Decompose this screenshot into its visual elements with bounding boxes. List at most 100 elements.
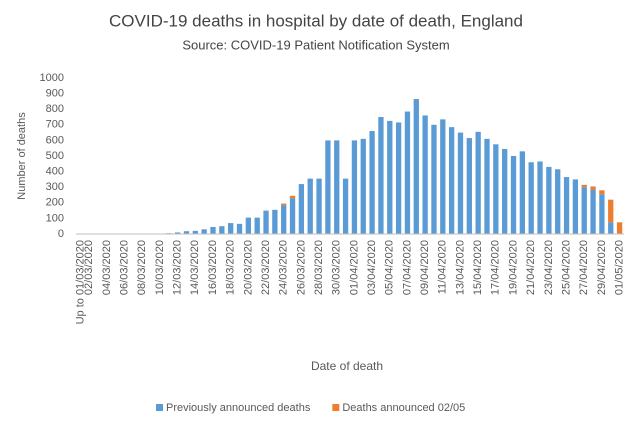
bar-segment bbox=[502, 148, 508, 234]
bar-segment bbox=[245, 217, 252, 234]
bar-segment bbox=[316, 178, 322, 234]
x-tick-label: 30/03/2020 bbox=[331, 240, 343, 295]
bar-segment bbox=[581, 184, 587, 188]
bar-segment bbox=[431, 124, 437, 234]
bar-segment bbox=[457, 132, 464, 234]
x-tick-label: 18/03/2020 bbox=[225, 240, 237, 295]
y-tick-label: 100 bbox=[46, 212, 64, 224]
bar-segment bbox=[528, 162, 534, 234]
bar-segment bbox=[616, 222, 623, 234]
x-tick-label: 14/03/2020 bbox=[189, 240, 201, 295]
bar-segment bbox=[334, 140, 340, 234]
legend-swatch bbox=[156, 404, 163, 411]
legend-label: Previously announced deaths bbox=[166, 402, 311, 414]
bar-segment bbox=[572, 179, 579, 234]
x-tick-label: 11/04/2020 bbox=[437, 240, 449, 294]
x-tick-label: 03/04/2020 bbox=[366, 240, 378, 295]
y-tick-label: 0 bbox=[58, 228, 64, 240]
y-tick-label: 1000 bbox=[40, 72, 64, 84]
bar-segment bbox=[484, 138, 490, 234]
x-tick-label: 05/04/2020 bbox=[384, 240, 396, 295]
bar-segment bbox=[192, 230, 198, 234]
bar-segment bbox=[378, 117, 384, 234]
bar-segment bbox=[466, 138, 472, 234]
bar-segment bbox=[369, 131, 375, 234]
bar-segment bbox=[510, 156, 517, 234]
x-tick-label: 07/04/2020 bbox=[401, 240, 413, 295]
x-tick-label: 06/03/2020 bbox=[119, 240, 131, 295]
bar-segment bbox=[228, 223, 234, 234]
bar-segment bbox=[281, 203, 287, 206]
y-tick-label: 600 bbox=[46, 134, 64, 146]
x-tick-label: 24/03/2020 bbox=[278, 240, 290, 295]
x-tick-label: 01/04/2020 bbox=[348, 240, 360, 295]
bar-segment bbox=[581, 187, 587, 234]
bar-segment bbox=[590, 189, 596, 234]
x-tick-label: 10/03/2020 bbox=[154, 240, 166, 295]
bar-segment bbox=[387, 120, 393, 234]
chart-subtitle: Source: COVID-19 Patient Notification Sy… bbox=[182, 37, 449, 52]
x-tick-label: 27/04/2020 bbox=[578, 240, 590, 295]
bar-segment bbox=[183, 231, 190, 234]
y-tick-label: 800 bbox=[46, 103, 64, 115]
x-tick-label: 26/03/2020 bbox=[295, 240, 307, 295]
x-tick-label: 22/03/2020 bbox=[260, 240, 272, 295]
chart-title: COVID-19 deaths in hospital by date of d… bbox=[109, 11, 523, 30]
x-tick-label: 13/04/2020 bbox=[454, 240, 466, 295]
bar-segment bbox=[289, 195, 296, 199]
bar-segment bbox=[174, 232, 181, 234]
bar-segment bbox=[475, 131, 481, 234]
legend-label: Deaths announced 02/05 bbox=[342, 402, 465, 414]
bar-segment bbox=[422, 115, 428, 234]
bar-segment bbox=[599, 194, 605, 234]
bar-segment bbox=[537, 161, 543, 234]
bar-segment bbox=[289, 198, 296, 234]
bar-segment bbox=[404, 111, 411, 234]
bar-segment bbox=[307, 178, 313, 234]
x-tick-label: 01/05/2020 bbox=[613, 240, 625, 295]
x-axis-label: Date of death bbox=[311, 359, 383, 373]
bar-segment bbox=[272, 209, 278, 234]
bar-segment bbox=[201, 229, 207, 234]
x-tick-label: 04/03/2020 bbox=[101, 240, 113, 295]
bar-segment bbox=[325, 140, 331, 234]
x-tick-label: 08/03/2020 bbox=[136, 240, 148, 295]
x-tick-label: 25/04/2020 bbox=[560, 240, 572, 295]
bar-segment bbox=[519, 151, 526, 234]
bar-segment bbox=[263, 210, 269, 234]
bar-segment bbox=[608, 222, 614, 234]
bar-segment bbox=[440, 119, 446, 234]
x-tick-label: 28/03/2020 bbox=[313, 240, 325, 295]
bar-segment bbox=[236, 223, 243, 234]
bar-segment bbox=[599, 190, 605, 195]
x-tick-label: 02/03/2020 bbox=[83, 240, 95, 295]
x-tick-label: 23/04/2020 bbox=[543, 240, 555, 295]
x-tick-label: 15/04/2020 bbox=[472, 240, 484, 295]
x-tick-label: 17/04/2020 bbox=[490, 240, 502, 295]
bar-segment bbox=[360, 138, 366, 234]
bar-segment bbox=[546, 166, 552, 234]
x-tick-label: 12/03/2020 bbox=[172, 240, 184, 295]
x-tick-label: 21/04/2020 bbox=[525, 240, 537, 295]
bar-segment bbox=[351, 140, 358, 234]
y-tick-label: 900 bbox=[46, 88, 64, 100]
bar-segment bbox=[608, 199, 614, 223]
y-tick-label: 200 bbox=[46, 197, 64, 209]
bar-segment bbox=[298, 184, 305, 234]
bar-segment bbox=[590, 186, 596, 190]
x-tick-label: 29/04/2020 bbox=[596, 240, 608, 295]
x-tick-label: 09/04/2020 bbox=[419, 240, 431, 295]
x-tick-label: 20/03/2020 bbox=[242, 240, 254, 295]
y-tick-label: 300 bbox=[46, 181, 64, 193]
bar-segment bbox=[210, 226, 216, 234]
y-axis-label: Number of deaths bbox=[16, 112, 28, 200]
bar-segment bbox=[281, 205, 287, 234]
y-tick-label: 500 bbox=[46, 150, 64, 162]
legend-swatch bbox=[332, 404, 340, 411]
x-tick-label: 16/03/2020 bbox=[207, 240, 219, 295]
bar-segment bbox=[219, 226, 225, 234]
bar-segment bbox=[254, 217, 260, 234]
bar-segment bbox=[493, 144, 499, 234]
y-tick-label: 700 bbox=[46, 119, 64, 131]
